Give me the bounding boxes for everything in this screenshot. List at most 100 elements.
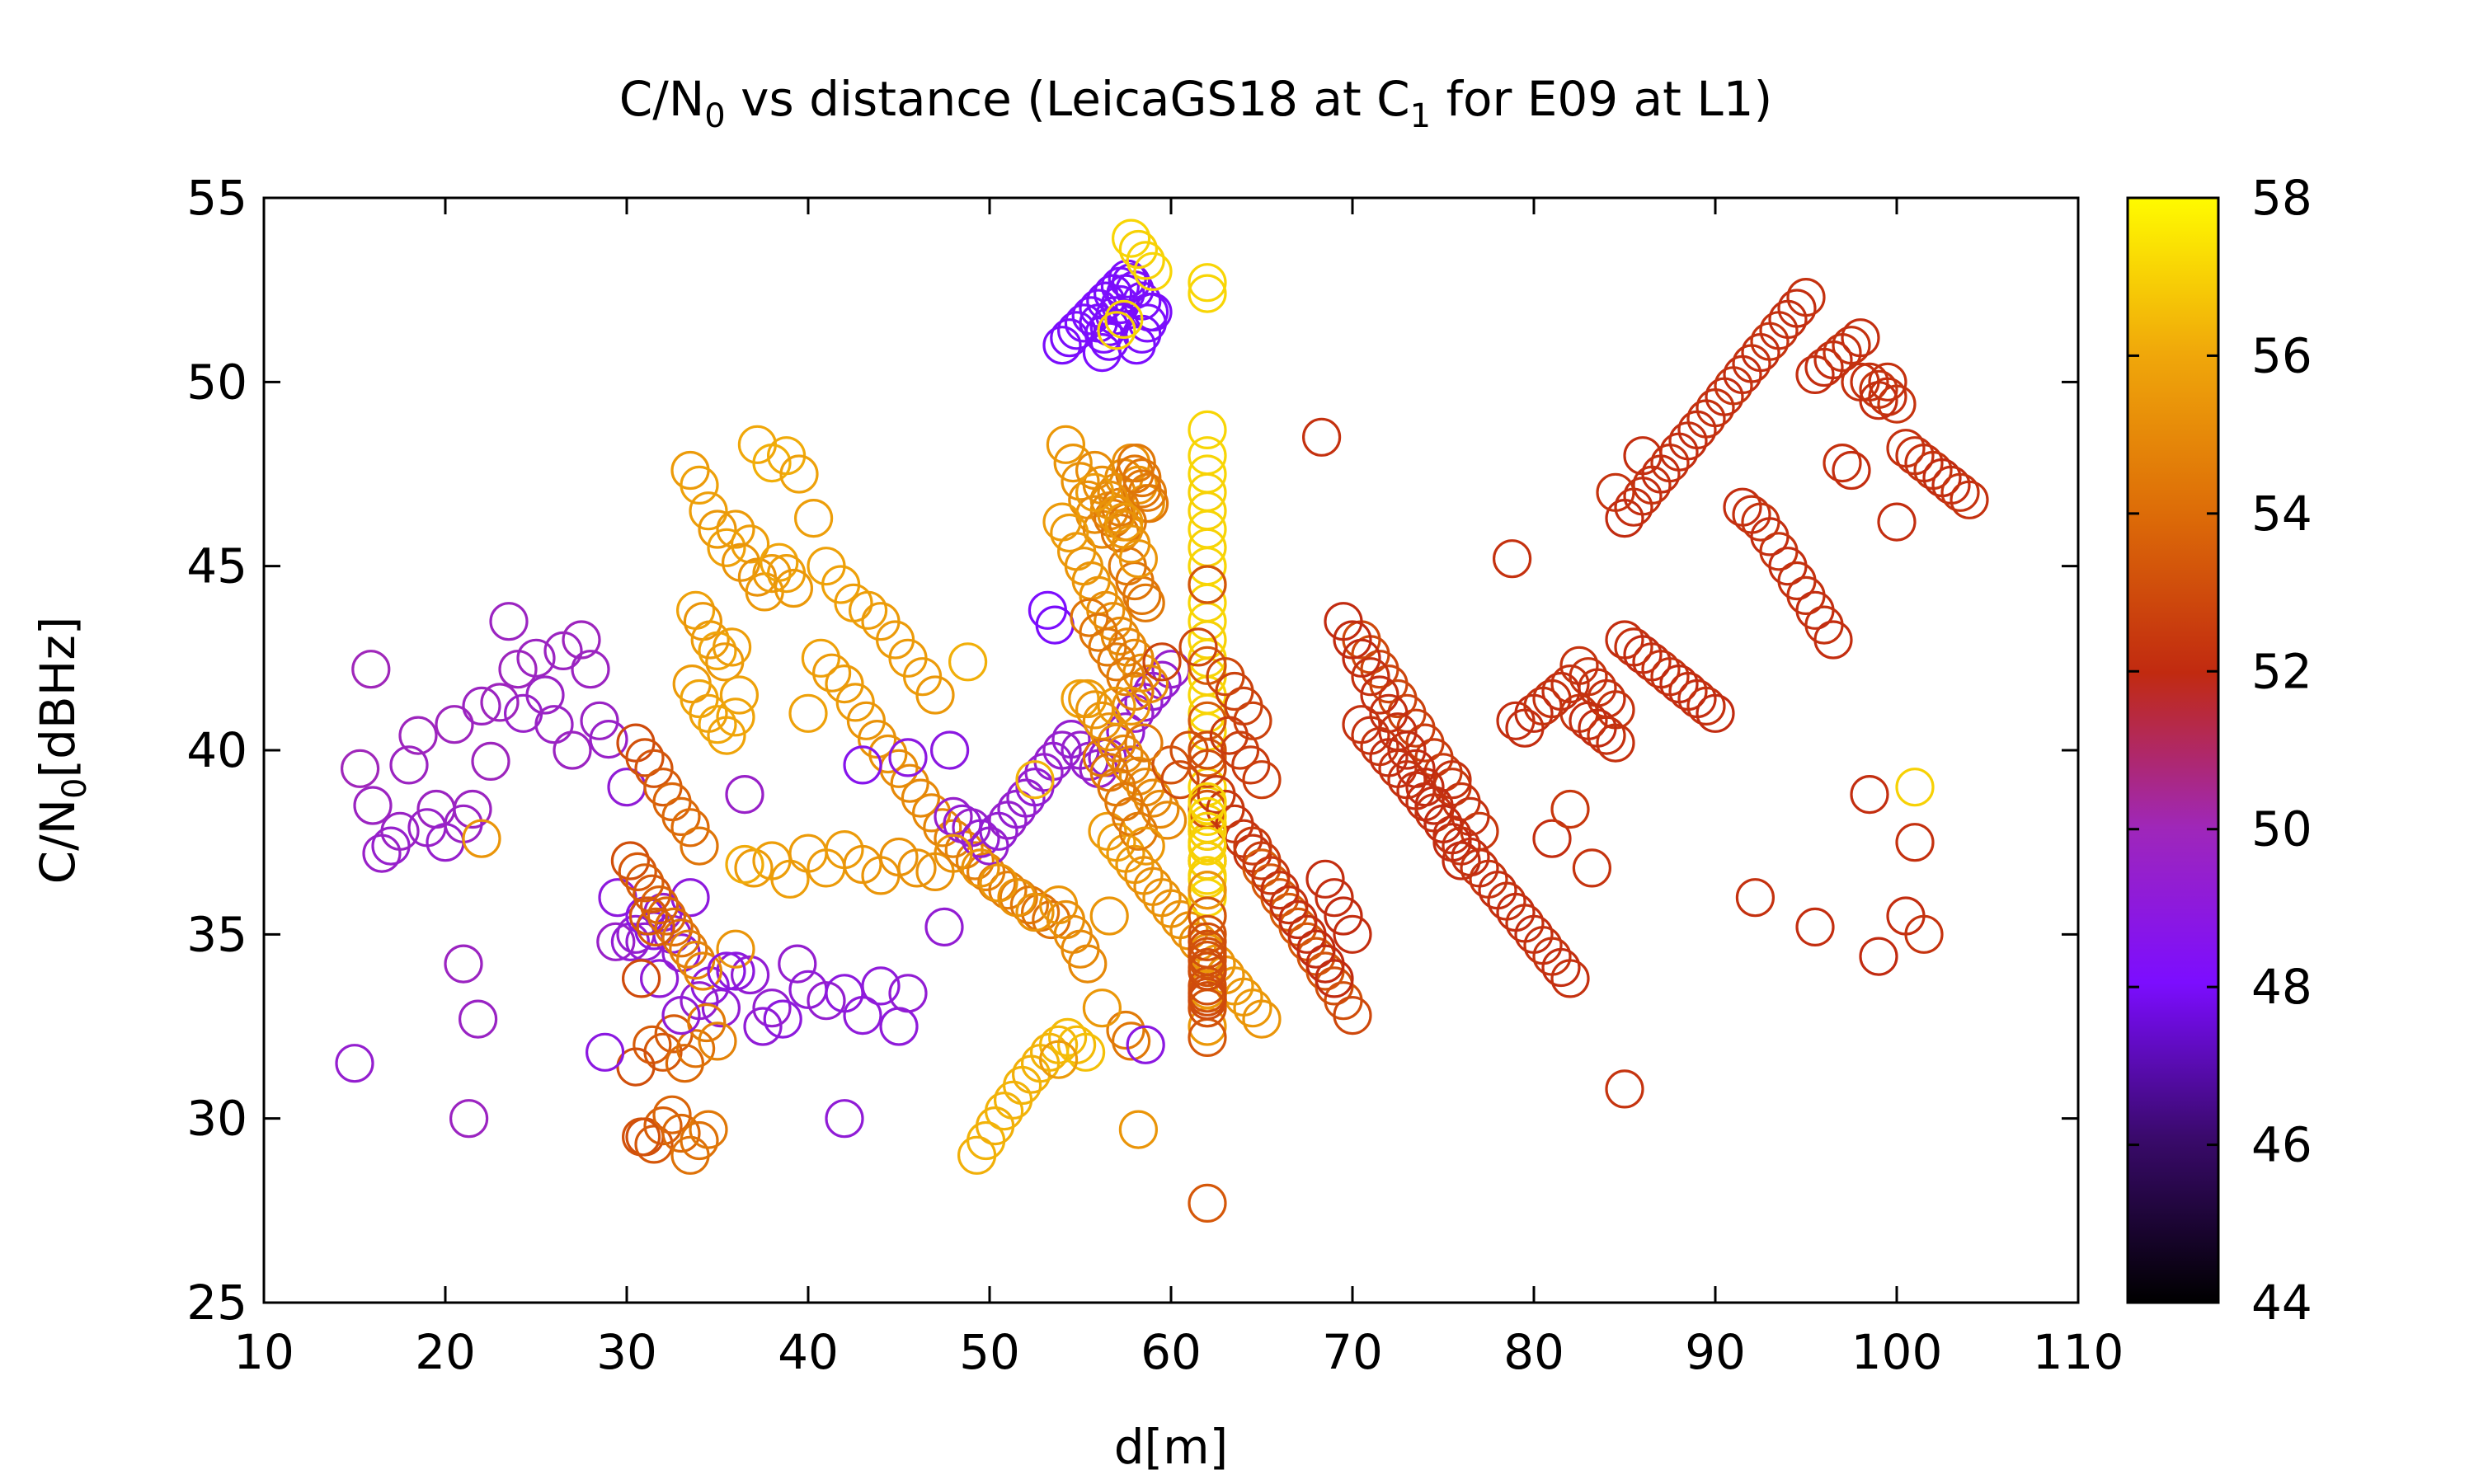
x-tick-label: 40 — [778, 1324, 839, 1380]
data-point — [610, 841, 651, 881]
data-point — [716, 510, 755, 549]
data-point — [1333, 995, 1372, 1036]
data-point — [1859, 937, 1898, 976]
data-point — [793, 498, 834, 538]
data-point — [1605, 498, 1644, 538]
data-point — [362, 834, 402, 873]
ylabel-subscript: 0 — [56, 778, 94, 799]
y-tick-label: 45 — [186, 538, 247, 594]
data-point — [1242, 760, 1282, 800]
data-point — [1133, 866, 1173, 906]
data-point — [562, 620, 601, 660]
data-point — [341, 749, 380, 788]
data-point — [698, 1021, 737, 1061]
data-point — [1111, 218, 1151, 258]
y-tick-label: 50 — [186, 354, 247, 410]
data-point — [1605, 1069, 1644, 1109]
data-point — [1104, 502, 1144, 542]
data-point — [534, 705, 574, 744]
data-point — [752, 553, 792, 594]
data-point — [1850, 774, 1889, 815]
x-tick-label: 50 — [959, 1324, 1020, 1380]
data-point — [1735, 878, 1775, 918]
data-point — [634, 749, 674, 788]
data-point — [1550, 789, 1590, 829]
data-point — [770, 859, 810, 899]
data-point — [1813, 620, 1853, 660]
colorbar-tick-label: 48 — [2251, 959, 2312, 1015]
data-point — [661, 995, 701, 1036]
data-point — [888, 974, 928, 1013]
data-point — [1106, 712, 1145, 752]
data-point — [879, 837, 919, 877]
data-point — [661, 796, 701, 837]
data-point — [716, 929, 755, 969]
data-point — [1572, 848, 1612, 888]
data-point — [988, 871, 1028, 910]
data-point — [1015, 892, 1055, 932]
data-point — [680, 465, 719, 505]
data-point — [1315, 878, 1354, 918]
data-point — [843, 995, 882, 1036]
data-point — [1668, 421, 1708, 461]
data-point — [585, 1032, 625, 1072]
data-point — [1877, 502, 1917, 542]
data-point — [1118, 539, 1159, 579]
data-point — [1895, 768, 1935, 807]
data-point — [661, 918, 701, 958]
data-point — [353, 786, 393, 825]
data-point — [1082, 333, 1122, 373]
data-point — [743, 1007, 783, 1046]
x-tick-label: 10 — [233, 1324, 294, 1380]
data-point — [1705, 377, 1744, 416]
data-point — [1777, 289, 1817, 328]
data-point — [553, 730, 592, 770]
data-point — [647, 896, 687, 936]
data-point — [1188, 274, 1227, 313]
data-point — [988, 801, 1028, 840]
data-point — [752, 989, 792, 1028]
data-point — [1142, 878, 1182, 918]
data-point — [1950, 480, 1989, 519]
data-point — [1042, 730, 1082, 770]
data-point — [1220, 730, 1260, 770]
data-point — [335, 1044, 374, 1083]
data-point — [1068, 944, 1108, 984]
data-point — [984, 1092, 1024, 1131]
data-point — [1111, 745, 1151, 785]
data-point — [719, 675, 760, 715]
data-point — [846, 701, 887, 740]
y-axis: 25 30 35 40 45 50 55 — [186, 170, 2078, 1331]
data-point — [1333, 914, 1372, 954]
data-point — [897, 848, 937, 888]
data-point — [1351, 657, 1390, 697]
data-point — [1079, 575, 1118, 616]
data-point — [636, 907, 675, 947]
data-point — [1188, 811, 1227, 851]
data-point — [1188, 410, 1227, 450]
data-point — [1009, 885, 1050, 925]
data-point — [633, 1025, 672, 1064]
data-point — [1042, 326, 1082, 365]
data-point — [1046, 425, 1086, 464]
data-point — [712, 627, 752, 667]
data-point — [1677, 410, 1717, 450]
x-axis-label: d[m] — [1114, 1419, 1229, 1475]
data-point — [1532, 819, 1572, 858]
data-point — [462, 819, 501, 858]
data-point — [652, 1095, 692, 1134]
y-tick-label: 40 — [186, 722, 247, 778]
data-point — [1523, 926, 1563, 965]
data-point — [779, 454, 819, 494]
data-point — [857, 719, 897, 759]
data-point — [1111, 263, 1151, 303]
data-point — [948, 642, 988, 682]
data-point — [1242, 999, 1282, 1039]
data-point — [1126, 1025, 1165, 1064]
data-point — [1050, 318, 1089, 358]
data-point — [571, 650, 610, 689]
scatter-points — [335, 218, 1989, 1223]
data-point — [868, 734, 908, 774]
data-point — [1432, 760, 1472, 800]
data-point — [1841, 318, 1880, 358]
